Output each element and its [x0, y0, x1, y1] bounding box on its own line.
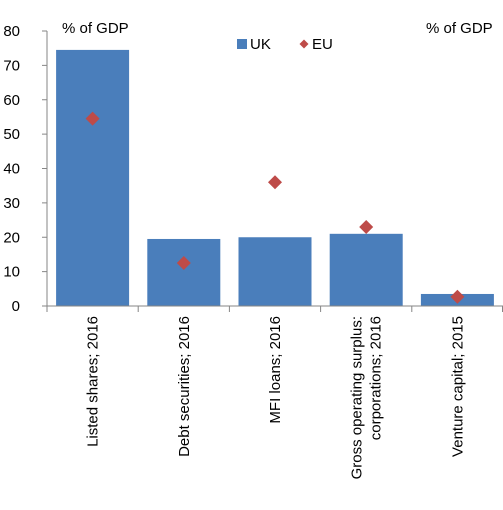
y-tick-label: 0: [12, 298, 20, 315]
x-axis: Listed shares; 2016 Debt securities; 2016…: [46, 305, 503, 479]
uk-bar: [329, 233, 403, 306]
eu-marker: [450, 289, 465, 304]
y-tick-label: 20: [3, 229, 20, 246]
legend-uk-label: UK: [250, 36, 271, 53]
y-tick-label: 40: [3, 161, 20, 178]
legend: UK EU: [237, 36, 333, 53]
legend-eu-marker: [299, 39, 309, 49]
right-axis-unit-label: % of GDP: [426, 20, 493, 37]
eu-marker: [268, 175, 282, 190]
y-tick-label: 70: [3, 57, 20, 74]
uk-bar: [56, 49, 130, 306]
x-tick-label: Listed shares; 2016: [85, 316, 102, 447]
x-tick-label: Gross operating surplus:: [349, 316, 366, 479]
left-axis-unit-label: % of GDP: [62, 20, 129, 37]
x-category-label: Debt securities; 2016: [176, 316, 193, 457]
uk-bar: [147, 238, 221, 306]
x-category-label: Gross operating surplus: corporations; 20…: [349, 316, 385, 479]
y-tick-label: 80: [3, 23, 20, 40]
x-tick-label: corporations; 2016: [368, 316, 385, 440]
y-tick-label: 10: [3, 264, 20, 281]
x-category-label: Venture capital; 2015: [449, 316, 466, 457]
y-axis: 0 10 20 30 40 50 60 70 80: [3, 23, 48, 315]
x-tick-label: Debt securities; 2016: [176, 316, 193, 457]
y-tick-label: 30: [3, 195, 20, 212]
eu-markers: [85, 111, 465, 304]
uk-bar: [238, 237, 312, 306]
y-tick-label: 60: [3, 92, 20, 109]
legend-uk-swatch: [237, 39, 247, 49]
x-tick-label: MFI loans; 2016: [267, 316, 284, 424]
eu-marker: [359, 219, 374, 234]
eu-marker: [85, 111, 100, 126]
uk-bars: [56, 49, 494, 306]
x-tick-label: Venture capital; 2015: [449, 316, 466, 457]
x-category-label: Listed shares; 2016: [85, 316, 102, 447]
y-tick-label: 50: [3, 126, 20, 143]
legend-eu-label: EU: [312, 36, 333, 53]
x-category-label: MFI loans; 2016: [267, 316, 284, 424]
eu-marker: [176, 256, 191, 271]
